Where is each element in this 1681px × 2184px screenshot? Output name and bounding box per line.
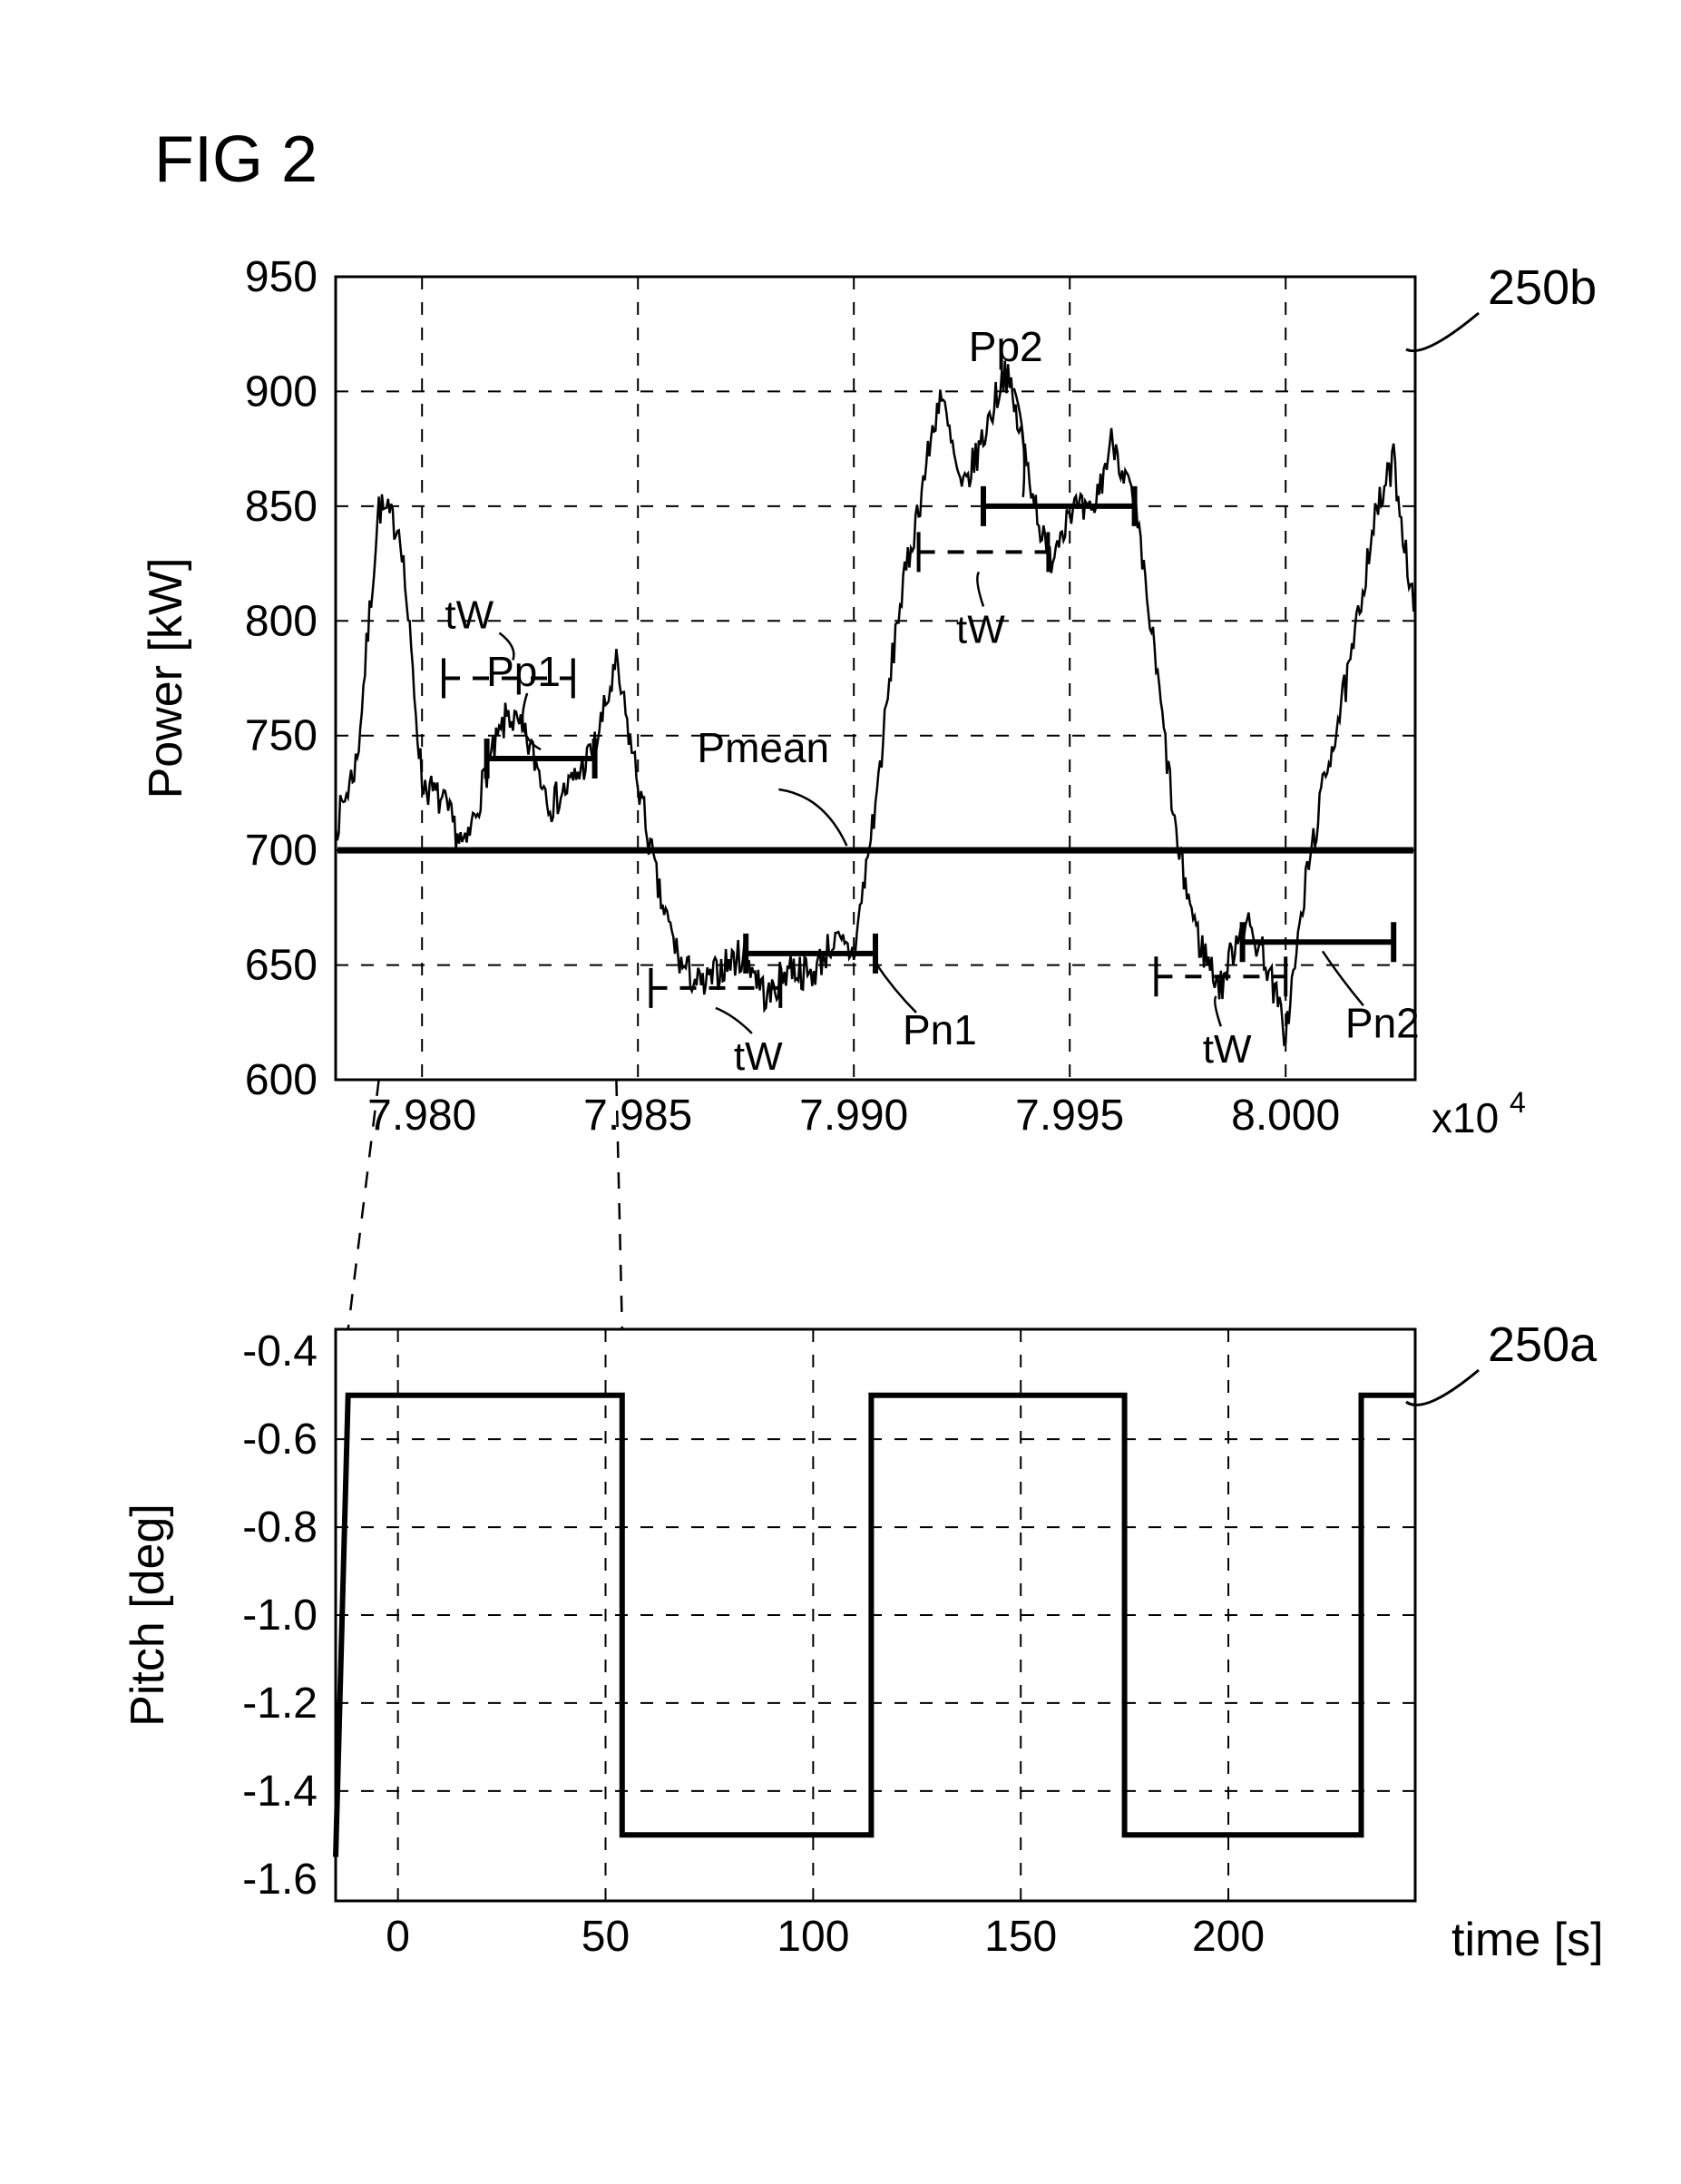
svg-text:tW: tW <box>956 607 1005 651</box>
svg-text:7.990: 7.990 <box>799 1092 908 1140</box>
svg-text:-1.2: -1.2 <box>242 1680 318 1728</box>
svg-text:200: 200 <box>1192 1913 1265 1961</box>
svg-text:650: 650 <box>245 942 318 990</box>
svg-text:0: 0 <box>386 1913 410 1961</box>
pitch-chart: 0 50 100 150 200 -0.4 -0.6 -0.8 -1.0 -1.2 -1.4 -1.6… <box>122 1080 1604 1966</box>
svg-text:600: 600 <box>245 1056 318 1104</box>
svg-text:tW: tW <box>445 593 494 638</box>
callout-250a: 250a <box>1488 1317 1598 1372</box>
svg-text:tW: tW <box>1203 1027 1252 1072</box>
svg-text:4: 4 <box>1510 1086 1526 1119</box>
callout-250b: 250b <box>1488 260 1597 315</box>
svg-text:850: 850 <box>245 483 318 531</box>
svg-text:900: 900 <box>245 367 318 416</box>
svg-text:7.980: 7.980 <box>367 1092 476 1140</box>
svg-text:800: 800 <box>245 597 318 645</box>
svg-text:-1.6: -1.6 <box>242 1856 318 1904</box>
svg-text:8.000: 8.000 <box>1231 1092 1340 1140</box>
svg-text:50: 50 <box>582 1913 630 1961</box>
svg-text:7.995: 7.995 <box>1015 1092 1124 1140</box>
svg-text:750: 750 <box>245 712 318 760</box>
pitch-step <box>336 1396 1415 1857</box>
svg-text:Pp1: Pp1 <box>486 648 561 695</box>
svg-text:-1.4: -1.4 <box>242 1768 318 1816</box>
svg-text:Pn2: Pn2 <box>1345 999 1420 1046</box>
svg-text:-0.8: -0.8 <box>242 1503 318 1552</box>
power-chart: 7.980 7.985 7.990 7.995 8.000 600 650 700 750 800… <box>140 253 1597 1141</box>
p-mean-label: Pmean <box>697 724 829 771</box>
svg-text:-1.0: -1.0 <box>242 1591 318 1640</box>
figure-label: FIG 2 <box>154 123 318 196</box>
svg-text:150: 150 <box>984 1913 1057 1961</box>
figure-svg: FIG 27.9807.9857.9907.9958.0006006507007… <box>0 0 1681 2184</box>
pitch-ylabel: Pitch [deg] <box>122 1503 174 1727</box>
svg-text:100: 100 <box>777 1913 849 1961</box>
time-axis-label: time [s] <box>1451 1914 1604 1966</box>
svg-text:Pp2: Pp2 <box>969 323 1043 370</box>
svg-text:tW: tW <box>734 1034 783 1079</box>
svg-text:x10: x10 <box>1432 1094 1499 1141</box>
svg-text:7.985: 7.985 <box>583 1092 692 1140</box>
svg-text:Pn1: Pn1 <box>903 1006 977 1053</box>
svg-text:700: 700 <box>245 827 318 875</box>
power-ylabel: Power [kW] <box>140 558 192 799</box>
figure-2-page: FIG 27.9807.9857.9907.9958.0006006507007… <box>0 0 1681 2184</box>
svg-text:950: 950 <box>245 253 318 301</box>
svg-text:-0.6: -0.6 <box>242 1415 318 1464</box>
svg-text:-0.4: -0.4 <box>242 1327 318 1376</box>
